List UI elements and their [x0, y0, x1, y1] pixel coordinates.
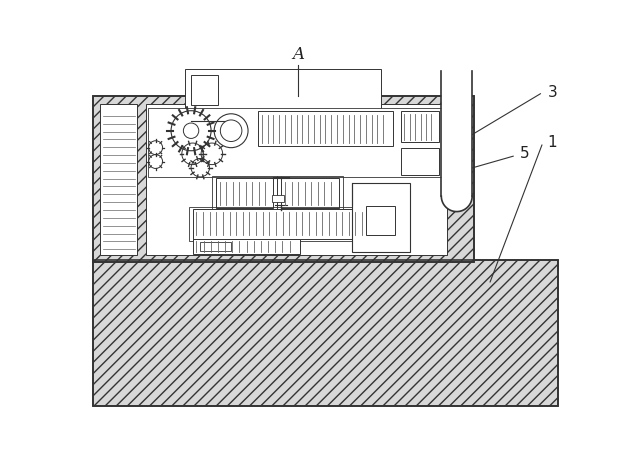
Text: 5: 5	[520, 146, 530, 161]
Text: 1: 1	[547, 135, 557, 150]
Bar	[93, 260, 558, 406]
Bar	[93, 96, 474, 262]
Bar	[212, 176, 277, 210]
Bar	[148, 107, 445, 177]
Bar	[200, 241, 231, 251]
Bar	[185, 69, 381, 115]
Polygon shape	[441, 71, 472, 212]
Bar	[352, 183, 410, 252]
Bar	[258, 112, 393, 146]
Bar	[401, 112, 439, 142]
Bar	[93, 96, 474, 262]
Bar	[277, 176, 343, 210]
Bar	[100, 104, 137, 255]
Bar	[93, 260, 558, 406]
Bar	[216, 178, 274, 208]
Bar	[192, 209, 385, 239]
Bar	[189, 207, 389, 241]
Bar	[281, 178, 339, 208]
Bar	[272, 195, 284, 202]
Text: A: A	[292, 46, 304, 63]
Circle shape	[220, 120, 242, 142]
Bar	[147, 104, 446, 255]
Text: 3: 3	[547, 85, 558, 100]
Bar	[192, 239, 300, 254]
Bar	[366, 206, 395, 235]
Bar	[401, 148, 439, 175]
Bar	[191, 75, 218, 106]
